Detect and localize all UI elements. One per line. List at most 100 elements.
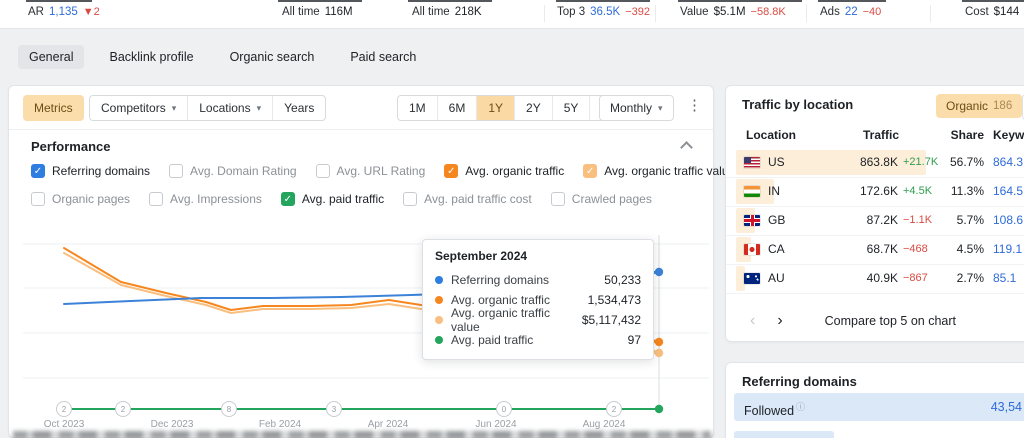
cutoff-segment [408, 0, 492, 2]
traffic-value: 68.7K [866, 242, 898, 256]
tooltip-row-avg-organic-traffic-value: Avg. organic traffic value $5,117,432 [435, 306, 641, 334]
keywords-link[interactable]: 119.1 [993, 242, 1023, 256]
checkbox-avg-url-rating[interactable]: Avg. URL Rating [315, 164, 425, 178]
country-code: AU [768, 271, 785, 285]
location-row-au: AU 40.9K −867 2.7% 85.1 [726, 264, 1024, 294]
metric-label: Ads [820, 6, 840, 18]
checkbox-box [31, 192, 45, 206]
keywords-link[interactable]: 108.6 [993, 213, 1024, 227]
event-marker[interactable] [221, 401, 237, 417]
event-count: 8 [227, 405, 232, 414]
prev-page-icon[interactable]: ‹ [750, 312, 756, 329]
checkbox-avg-organic-traffic-value[interactable]: ✓ Avg. organic traffic value [583, 164, 735, 178]
tooltip-series-value: $5,117,432 [581, 313, 641, 327]
tab-organic-search[interactable]: Organic search [229, 50, 315, 64]
metrics-button[interactable]: Metrics [23, 95, 84, 121]
checkbox-label: Avg. organic traffic value [604, 164, 736, 178]
traffic-delta: −1.1K [903, 214, 933, 226]
tab-paid-search[interactable]: Paid search [350, 50, 417, 64]
traffic-delta: +4.5K [903, 185, 933, 197]
event-marker[interactable] [326, 401, 342, 417]
filter-label: Locations [199, 101, 251, 115]
keywords-link[interactable]: 85.1 [993, 271, 1017, 285]
location-row-ca: CA 68.7K −468 4.5% 119.1 [726, 235, 1024, 265]
metric-value[interactable]: 36.5K [590, 6, 621, 18]
checkbox-avg-impressions[interactable]: Avg. Impressions [149, 192, 262, 206]
traffic-by-location-title: Traffic by location [742, 97, 854, 112]
topbar-metric-ar: AR 1,135 ▼2 [28, 6, 100, 18]
checkbox-avg-organic-traffic[interactable]: ✓ Avg. organic traffic [444, 164, 564, 178]
range-button-5y[interactable]: 5Y [551, 96, 590, 120]
checkbox-organic-pages[interactable]: Organic pages [31, 192, 130, 206]
checkbox-avg-paid-traffic-cost[interactable]: Avg. paid traffic cost [403, 192, 532, 206]
checkbox-avg-domain-rating[interactable]: Avg. Domain Rating [169, 164, 297, 178]
checkbox-referring-domains[interactable]: ✓ Referring domains [31, 164, 150, 178]
compare-top5-link[interactable]: Compare top 5 on chart [824, 314, 956, 328]
checkbox-label: Organic pages [52, 192, 131, 206]
event-count: 3 [332, 405, 337, 414]
rd-value[interactable]: 43,54 [990, 400, 1022, 414]
column-header-traffic: Traffic [863, 128, 900, 142]
country-code: CA [768, 242, 785, 256]
traffic-value: 863.8K [859, 155, 898, 169]
metric-label: Value [680, 6, 709, 18]
rd-label: Followed ⓘ [744, 402, 806, 419]
keywords-link[interactable]: 164.5 [993, 184, 1024, 198]
event-marker[interactable] [115, 401, 131, 417]
tooltip-series-value: 97 [627, 333, 641, 347]
filter-button-competitors[interactable]: Competitors ▾ [90, 96, 187, 120]
x-axis-label: Dec 2023 [151, 419, 194, 430]
keywords-link[interactable]: 864.3 [993, 155, 1024, 169]
traffic-value: 87.2K [866, 213, 898, 227]
metric-value[interactable]: 1,135 [48, 6, 78, 18]
cutoff-segment [26, 0, 92, 2]
metric-label: Cost [965, 6, 989, 18]
checkbox-box: ✓ [444, 164, 459, 178]
tooltip-series-value: 1,534,473 [587, 293, 641, 307]
filter-button-locations[interactable]: Locations ▾ [187, 96, 272, 120]
chevron-down-icon: ▾ [658, 102, 663, 113]
event-marker[interactable] [56, 401, 72, 417]
filter-button-years[interactable]: Years [272, 96, 325, 120]
column-header-keywords: Keywords [993, 128, 1024, 142]
us-flag-icon [744, 157, 760, 168]
share-bar [736, 237, 752, 262]
range-button-1y[interactable]: 1Y [476, 96, 515, 120]
range-button-2y[interactable]: 2Y [514, 96, 552, 120]
event-marker[interactable] [496, 401, 512, 417]
au-flag-icon [744, 273, 760, 284]
divider [655, 5, 656, 22]
event-marker[interactable] [606, 401, 622, 417]
checkbox-avg-paid-traffic[interactable]: ✓ Avg. paid traffic [280, 192, 384, 206]
checkbox-box [169, 164, 184, 178]
range-button-1m[interactable]: 1M [398, 96, 437, 120]
tab-backlink-profile[interactable]: Backlink profile [109, 50, 194, 64]
metric-value[interactable]: 22 [844, 6, 858, 18]
next-page-icon[interactable]: › [777, 312, 783, 329]
topbar-metric-all-time: All time 218K [412, 6, 482, 18]
event-count: 2 [121, 405, 126, 414]
tooltip-series-name: Avg. organic traffic [451, 293, 550, 307]
organic-tab-count: 186 [993, 100, 1013, 112]
rd-row-followed: Followed ⓘ 43,54 [734, 393, 1024, 421]
checkbox-crawled-pages[interactable]: Crawled pages [550, 192, 652, 206]
organic-tab-label: Organic [946, 99, 989, 113]
chevron-down-icon: ▾ [171, 102, 177, 113]
tab-general[interactable]: General [18, 45, 85, 69]
location-row-us: US 863.8K +21.7K 56.7% 864.3 [726, 148, 1024, 178]
share-value: 4.5% [956, 242, 984, 256]
range-button-6m[interactable]: 6M [436, 96, 477, 120]
metric-checkbox-row: Organic pages Avg. Impressions ✓ Avg. paid … [31, 192, 652, 206]
checkbox-box [550, 192, 565, 206]
collapse-chevron-icon[interactable] [680, 141, 693, 154]
metric-label: All time [412, 6, 450, 18]
more-options-icon[interactable]: ⋮ [687, 97, 702, 114]
checkbox-box: ✓ [583, 164, 598, 178]
ca-flag-icon [744, 244, 760, 255]
series-dot-icon [435, 276, 443, 284]
granularity-dropdown[interactable]: Monthly ▾ [599, 95, 674, 121]
tooltip-row-avg-organic-traffic: Avg. organic traffic 1,534,473 [435, 290, 641, 310]
organic-tab[interactable]: Organic 186 [936, 94, 1023, 118]
x-axis-label: Oct 2023 [44, 419, 85, 430]
